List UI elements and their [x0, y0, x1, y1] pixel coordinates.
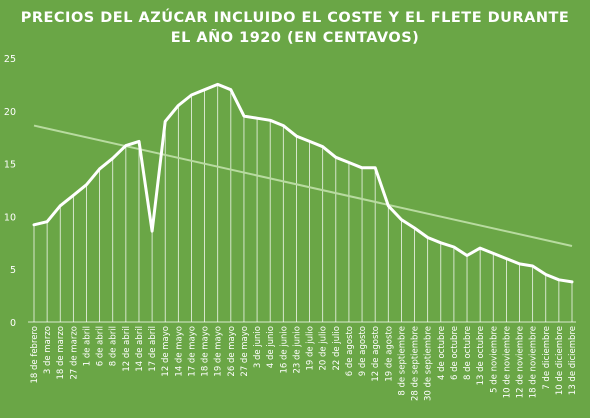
data-point [373, 166, 377, 170]
x-tick-label: 19 de mayo [214, 326, 224, 377]
chart-title-line-1: PRECIOS DEL AZÚCAR INCLUIDO EL COSTE Y E… [20, 10, 570, 26]
x-tick-label: 4 de octubre [437, 326, 447, 380]
data-point [229, 88, 233, 91]
x-tick-label: 4 de junio [266, 326, 276, 368]
data-point [190, 93, 193, 97]
data-point [531, 264, 534, 268]
x-tick-label: 14 de mayo [174, 326, 184, 377]
x-tick-label: 19 de julio [306, 326, 316, 371]
data-point [295, 134, 298, 138]
x-tick-label: 6 de abril [96, 326, 106, 366]
x-tick-label: 7 de diciembre [542, 326, 552, 390]
trendline [33, 124, 573, 247]
x-tick-label: 20 de julio [319, 326, 329, 371]
x-tick-label: 10 de noviembre [502, 326, 512, 398]
data-point [387, 204, 390, 208]
x-tick-label: 28 de septiembre [411, 326, 421, 401]
x-tick-label: 18 de mayo [201, 326, 211, 377]
data-point [164, 120, 167, 123]
data-point [308, 140, 311, 143]
x-tick-label: 14 de abril [135, 326, 145, 372]
data-point [570, 280, 574, 284]
price-series-line [32, 82, 574, 284]
x-tick-label: 13 de diciembre [568, 326, 578, 395]
data-point [400, 218, 403, 221]
data-point [439, 241, 442, 244]
data-point [59, 204, 62, 208]
x-tick-label: 27 de marzo [69, 326, 79, 380]
data-point [282, 124, 285, 127]
data-point [45, 220, 49, 223]
data-point [216, 83, 219, 86]
x-tick-label: 16 de junio [279, 326, 289, 374]
x-tick-label: 12 de agosto [371, 326, 381, 382]
x-tick-label: 26 de mayo [227, 326, 237, 377]
x-tick-label: 30 de septiembre [424, 326, 434, 401]
x-tick-label: 1 de abril [82, 326, 92, 366]
data-point [203, 88, 206, 91]
x-tick-label: 6 de octubre [450, 326, 460, 380]
x-tick-label: 12 de mayo [161, 326, 171, 377]
data-point [124, 144, 128, 147]
data-point [321, 145, 324, 148]
data-point [452, 245, 456, 249]
data-point [478, 246, 482, 250]
x-tick-label: 17 de mayo [187, 326, 197, 377]
data-point [268, 119, 272, 122]
data-point [242, 114, 246, 118]
data-point [360, 166, 364, 170]
data-point [505, 257, 508, 260]
data-point [334, 156, 338, 159]
x-tick-label: 27 de mayo [240, 326, 250, 377]
x-tick-label: 23 de junio [292, 326, 302, 374]
data-point [426, 236, 429, 239]
data-point [413, 226, 416, 230]
x-tick-label: 22 de julio [332, 326, 342, 371]
x-tick-label: 18 de noviembre [529, 326, 539, 398]
x-tick-label: 13 de octubre [476, 326, 486, 385]
data-point [72, 194, 75, 197]
data-point [465, 254, 469, 257]
y-tick-label: 5 [10, 265, 16, 276]
y-tick-label: 20 [4, 107, 16, 118]
data-point [255, 116, 259, 120]
chart-title: PRECIOS DEL AZÚCAR INCLUIDO EL COSTE Y E… [0, 8, 590, 48]
x-tick-label: 18 de marzo [56, 326, 66, 380]
data-point [98, 167, 101, 171]
x-tick-label: 8 de octubre [463, 326, 473, 380]
data-point [32, 223, 36, 227]
y-tick-label: 10 [4, 212, 16, 223]
data-point [85, 183, 88, 186]
x-tick-label: 8 de septiembre [397, 326, 407, 396]
data-point [557, 278, 561, 281]
x-tick-label: 18 de febrero [30, 326, 40, 384]
y-tick-label: 15 [4, 160, 16, 171]
data-point [111, 157, 114, 160]
x-tick-label: 12 de abril [122, 326, 132, 372]
x-tick-label: 8 de abril [109, 326, 119, 366]
x-tick-label: 6 de agosto [345, 326, 355, 376]
x-tick-label: 9 de agosto [358, 326, 368, 376]
x-tick-label: 5 de noviembre [489, 326, 499, 393]
data-point [177, 104, 180, 107]
data-point [544, 273, 547, 276]
x-tick-label: 12 de noviembre [516, 326, 526, 398]
x-tick-label: 3 de junio [253, 326, 263, 368]
data-point [518, 262, 521, 266]
x-tick-label: 3 de marzo [43, 326, 53, 374]
data-point [150, 229, 154, 233]
x-tick-label: 19 de agosto [384, 326, 394, 382]
y-tick-label: 25 [4, 54, 16, 65]
data-point [137, 140, 141, 143]
data-point [347, 161, 351, 164]
chart-title-line-2: EL AÑO 1920 (EN CENTAVOS) [170, 30, 420, 46]
y-tick-label: 0 [10, 318, 16, 329]
data-point [492, 252, 495, 255]
x-tick-label: 10 de diciembre [555, 326, 565, 395]
x-tick-label: 17 de abril [148, 326, 158, 372]
